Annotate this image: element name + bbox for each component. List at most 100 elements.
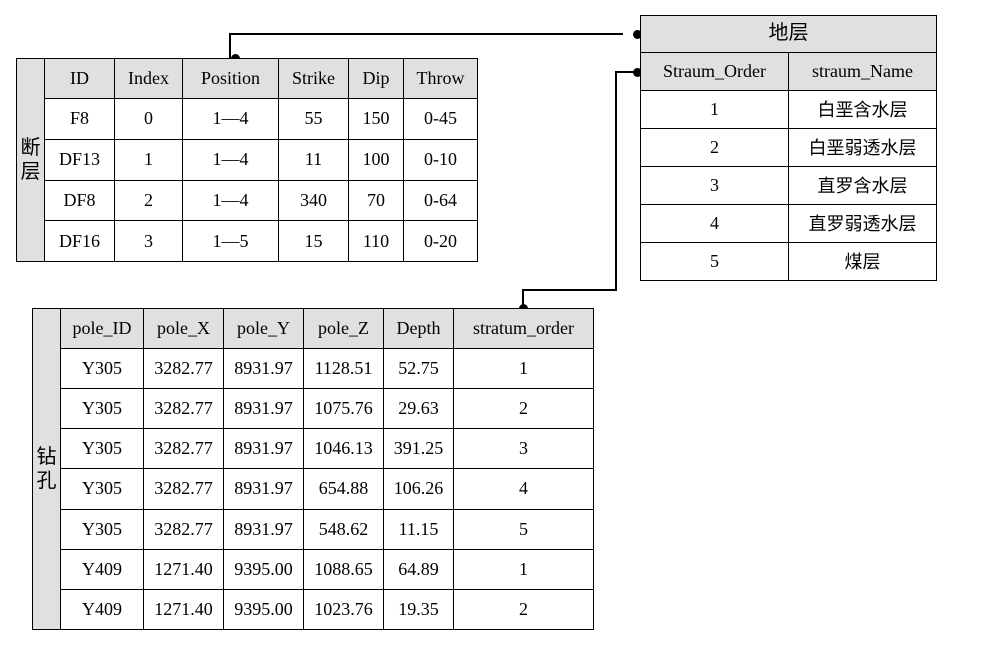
fault-col-position: Position xyxy=(183,59,279,99)
drill-col-polex: pole_X xyxy=(144,309,224,349)
fault-cell: 1—4 xyxy=(183,99,279,140)
drill-label-char2: 孔 xyxy=(37,469,57,493)
drill-row: Y3053282.778931.971075.7629.632 xyxy=(61,389,594,429)
fault-cell: 0-20 xyxy=(404,221,478,262)
drill-table-label: 钻 孔 xyxy=(32,308,60,630)
drill-cell: 1046.13 xyxy=(304,429,384,469)
stratum-col-name: straum_Name xyxy=(789,52,937,90)
drill-cell: 1023.76 xyxy=(304,589,384,629)
drill-table-body: Y3053282.778931.971128.5152.751Y3053282.… xyxy=(61,349,594,630)
drill-cell: 1271.40 xyxy=(144,589,224,629)
drill-cell: 8931.97 xyxy=(224,349,304,389)
fault-cell: 1—4 xyxy=(183,139,279,180)
fault-row: DF1631—5151100-20 xyxy=(45,221,478,262)
drill-cell: 8931.97 xyxy=(224,469,304,509)
fault-table-label: 断 层 xyxy=(16,58,44,262)
fault-col-strike: Strike xyxy=(279,59,349,99)
drill-cell: 1075.76 xyxy=(304,389,384,429)
drill-row: Y4091271.409395.001023.7619.352 xyxy=(61,589,594,629)
drill-cell: 9395.00 xyxy=(224,589,304,629)
drill-row: Y3053282.778931.97654.88106.264 xyxy=(61,469,594,509)
drill-cell: Y305 xyxy=(61,349,144,389)
drill-cell: 1271.40 xyxy=(144,549,224,589)
drill-cell: 8931.97 xyxy=(224,389,304,429)
drill-cell: 106.26 xyxy=(384,469,454,509)
stratum-cell: 4 xyxy=(641,204,789,242)
drill-cell: 8931.97 xyxy=(224,429,304,469)
drill-cell: 3 xyxy=(454,429,594,469)
drill-row: Y4091271.409395.001088.6564.891 xyxy=(61,549,594,589)
fault-cell: 0-64 xyxy=(404,180,478,221)
fault-cell: 110 xyxy=(349,221,404,262)
drill-cell: Y305 xyxy=(61,389,144,429)
drill-cell: 2 xyxy=(454,589,594,629)
drill-row: Y3053282.778931.971046.13391.253 xyxy=(61,429,594,469)
diagram-canvas: 断 层 ID Index Position Strike Dip Throw F… xyxy=(0,0,1000,671)
drill-col-poley: pole_Y xyxy=(224,309,304,349)
fault-cell: 340 xyxy=(279,180,349,221)
drill-cell: 391.25 xyxy=(384,429,454,469)
stratum-cell: 2 xyxy=(641,128,789,166)
fault-col-dip: Dip xyxy=(349,59,404,99)
drill-cell: 11.15 xyxy=(384,509,454,549)
drill-header-row: pole_ID pole_X pole_Y pole_Z Depth strat… xyxy=(61,309,594,349)
fault-label-char1: 断 xyxy=(21,136,41,160)
stratum-cell: 直罗弱透水层 xyxy=(789,204,937,242)
stratum-row: 4直罗弱透水层 xyxy=(641,204,937,242)
drill-col-poleid: pole_ID xyxy=(61,309,144,349)
drill-cell: Y305 xyxy=(61,509,144,549)
fault-label-char2: 层 xyxy=(21,160,41,184)
drill-cell: 5 xyxy=(454,509,594,549)
drill-cell: Y305 xyxy=(61,429,144,469)
drill-cell: 19.35 xyxy=(384,589,454,629)
fault-col-throw: Throw xyxy=(404,59,478,99)
drill-table-grid: pole_ID pole_X pole_Y pole_Z Depth strat… xyxy=(60,308,594,630)
drill-col-depth: Depth xyxy=(384,309,454,349)
drill-cell: 52.75 xyxy=(384,349,454,389)
stratum-cell: 白垩弱透水层 xyxy=(789,128,937,166)
drill-cell: 3282.77 xyxy=(144,509,224,549)
drill-cell: 64.89 xyxy=(384,549,454,589)
stratum-table-grid: Straum_Order straum_Name 1白垩含水层2白垩弱透水层3直… xyxy=(640,52,937,281)
fault-cell: 55 xyxy=(279,99,349,140)
fault-cell: 0-45 xyxy=(404,99,478,140)
fault-table-body: F801—4551500-45DF1311—4111000-10DF821—43… xyxy=(45,99,478,262)
stratum-cell: 3 xyxy=(641,166,789,204)
drill-cell: 3282.77 xyxy=(144,469,224,509)
stratum-row: 3直罗含水层 xyxy=(641,166,937,204)
stratum-header-row: Straum_Order straum_Name xyxy=(641,52,937,90)
drill-cell: 2 xyxy=(454,389,594,429)
drill-row: Y3053282.778931.97548.6211.155 xyxy=(61,509,594,549)
fault-row: DF821—4340700-64 xyxy=(45,180,478,221)
drill-cell: 29.63 xyxy=(384,389,454,429)
drill-cell: Y409 xyxy=(61,549,144,589)
drill-row: Y3053282.778931.971128.5152.751 xyxy=(61,349,594,389)
stratum-row: 5煤层 xyxy=(641,242,937,280)
stratum-col-order: Straum_Order xyxy=(641,52,789,90)
drill-col-polez: pole_Z xyxy=(304,309,384,349)
fault-table-grid: ID Index Position Strike Dip Throw F801—… xyxy=(44,58,478,262)
drill-col-strorder: stratum_order xyxy=(454,309,594,349)
stratum-row: 2白垩弱透水层 xyxy=(641,128,937,166)
fault-cell: 2 xyxy=(115,180,183,221)
drill-cell: 8931.97 xyxy=(224,509,304,549)
fault-cell: DF13 xyxy=(45,139,115,180)
drill-table-head: pole_ID pole_X pole_Y pole_Z Depth strat… xyxy=(61,309,594,349)
fault-table-head: ID Index Position Strike Dip Throw xyxy=(45,59,478,99)
stratum-title: 地层 xyxy=(640,15,937,53)
fault-cell: DF8 xyxy=(45,180,115,221)
stratum-row: 1白垩含水层 xyxy=(641,90,937,128)
drill-table: 钻 孔 pole_ID pole_X pole_Y pole_Z Depth s… xyxy=(32,308,594,630)
fault-table: 断 层 ID Index Position Strike Dip Throw F… xyxy=(16,58,478,262)
drill-cell: Y305 xyxy=(61,469,144,509)
fault-cell: 150 xyxy=(349,99,404,140)
drill-cell: 1 xyxy=(454,549,594,589)
drill-cell: 4 xyxy=(454,469,594,509)
fault-cell: 0-10 xyxy=(404,139,478,180)
fault-cell: 100 xyxy=(349,139,404,180)
fault-cell: 3 xyxy=(115,221,183,262)
fault-cell: 70 xyxy=(349,180,404,221)
drill-cell: 3282.77 xyxy=(144,429,224,469)
stratum-cell: 直罗含水层 xyxy=(789,166,937,204)
stratum-table-head: Straum_Order straum_Name xyxy=(641,52,937,90)
